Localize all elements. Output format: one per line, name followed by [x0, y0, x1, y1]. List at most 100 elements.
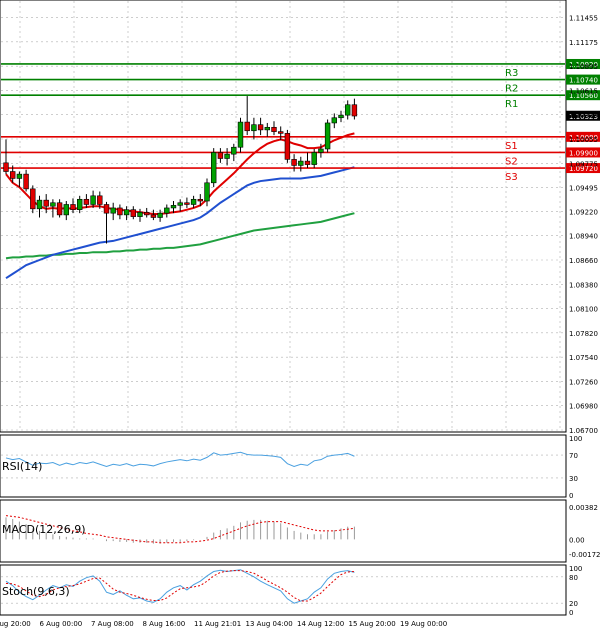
- resistance-level-label: R2: [505, 84, 518, 95]
- candle-body: [177, 202, 183, 206]
- candle-body: [130, 209, 136, 217]
- rsi-tick-label: 0: [569, 492, 573, 500]
- rsi-tick-label: 100: [569, 435, 582, 443]
- support-price-box: [566, 163, 600, 174]
- current-price-box: [566, 110, 600, 121]
- candle-body: [338, 114, 344, 119]
- x-tick-label: 14 Aug 12:00: [297, 620, 344, 628]
- candle-body: [257, 124, 264, 131]
- stoch-tick-label: 100: [569, 565, 582, 573]
- axis-labels: 1.11455 1.11175 1.10895 1.10615 1.10335 1.100…: [0, 15, 600, 628]
- rsi-tick-label: 30: [569, 475, 578, 483]
- candle-body: [56, 202, 63, 216]
- x-tick-label: 6 Aug 00:00: [40, 620, 83, 628]
- candle-body: [77, 198, 83, 210]
- y-tick-label: 1.07540: [569, 354, 598, 362]
- pivot-levels: R3 1.10920 R2 1.10740 R1 1.10560 S1 1.10080 S2 1.…: [1, 58, 600, 183]
- macd-signal-line: [5, 515, 355, 544]
- y-tick-label: 1.06700: [569, 427, 598, 435]
- candle-body: [244, 121, 250, 132]
- y-tick-label: 1.11455: [569, 15, 598, 23]
- resistance-price-value: 1.10920: [569, 61, 598, 69]
- candle-body: [231, 146, 237, 155]
- y-tick-label: 1.08940: [569, 233, 598, 241]
- candle-body: [351, 104, 358, 117]
- x-tick-label: 13 Aug 04:00: [246, 620, 293, 628]
- support-level-label: S3: [505, 172, 518, 183]
- candle-body: [311, 152, 317, 165]
- support-price-value: 1.09720: [569, 165, 598, 173]
- y-tick-label: 1.08100: [569, 306, 598, 314]
- macd-tick-label: 0.00382: [569, 504, 598, 512]
- y-tick-label: 1.06980: [569, 403, 598, 411]
- candle-body: [331, 117, 337, 124]
- y-tick-label: 1.10895: [569, 63, 598, 71]
- candle-body: [70, 204, 76, 210]
- candle-body: [97, 195, 103, 205]
- y-tick-label: 1.07820: [569, 330, 598, 338]
- candle-body: [150, 214, 157, 218]
- candle-body: [144, 211, 150, 216]
- stoch-tick-label: 80: [569, 574, 578, 582]
- ma-mid-line: [5, 166, 355, 280]
- candle-body: [298, 160, 304, 166]
- x-tick-label: 7 Aug 08:00: [91, 620, 134, 628]
- macd-tick-label: -0.001726: [569, 551, 600, 559]
- x-tick-label: 15 Aug 20:00: [349, 620, 396, 628]
- candle-body: [291, 159, 297, 166]
- candle-body: [123, 209, 130, 216]
- candle-body: [224, 153, 230, 159]
- candle-body: [63, 204, 70, 216]
- y-tick-label: 1.09775: [569, 160, 598, 168]
- candle-body: [251, 124, 257, 132]
- support-price-value: 1.09900: [569, 149, 598, 157]
- candle-body: [10, 171, 16, 179]
- indicator-series: [5, 451, 355, 604]
- candle-body: [264, 126, 270, 131]
- candle-body: [277, 131, 284, 134]
- candle-body: [324, 122, 331, 150]
- y-tick-label: 1.10055: [569, 136, 598, 144]
- candle-body: [3, 162, 9, 172]
- stoch-k-line: [5, 569, 355, 604]
- rsi-label: RSI(14): [2, 460, 42, 473]
- main-panel-frame: [0, 0, 567, 433]
- candle-body: [190, 198, 197, 205]
- y-tick-label: 1.11175: [569, 39, 598, 47]
- current-price-value: 1.10323: [569, 113, 598, 121]
- candle-body: [103, 204, 110, 214]
- support-level-label: S1: [505, 141, 518, 152]
- candle-body: [16, 173, 23, 179]
- macd-panel-frame: [0, 499, 567, 563]
- rsi-line: [5, 451, 355, 468]
- candle-body: [318, 148, 324, 153]
- y-tick-label: 1.10615: [569, 87, 598, 95]
- candle-body: [204, 182, 210, 202]
- ma-slow-line: [5, 212, 355, 260]
- y-tick-label: 1.08660: [569, 257, 598, 265]
- candle-body: [197, 198, 203, 202]
- y-tick-label: 1.10335: [569, 112, 598, 120]
- candle-body: [184, 202, 190, 205]
- resistance-price-box: [566, 74, 600, 85]
- resistance-level-label: R1: [505, 99, 518, 110]
- candle-body: [117, 207, 123, 216]
- x-tick-label: 5 Aug 20:00: [0, 620, 31, 628]
- candle-body: [217, 152, 224, 159]
- candle-body: [110, 207, 116, 214]
- resistance-price-value: 1.10740: [569, 77, 598, 85]
- candle-body: [211, 152, 217, 184]
- y-tick-label: 1.09495: [569, 185, 598, 193]
- candle-body: [23, 173, 29, 190]
- resistance-price-box: [566, 90, 600, 101]
- macd-tick-label: 0.00: [569, 536, 585, 544]
- y-tick-label: 1.08380: [569, 281, 598, 289]
- candle-body: [344, 104, 351, 116]
- support-price-value: 1.10080: [569, 134, 598, 142]
- y-tick-label: 1.09220: [569, 208, 598, 216]
- macd-label: MACD(12,26,9): [2, 523, 86, 536]
- candle-body: [164, 207, 170, 214]
- support-price-box: [566, 131, 600, 142]
- stoch-tick-label: 0: [569, 609, 573, 617]
